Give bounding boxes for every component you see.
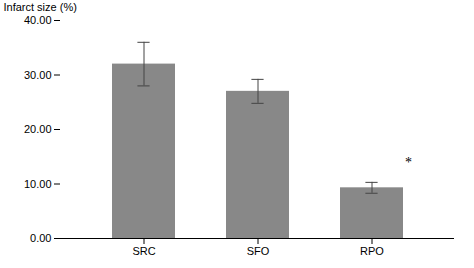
svg-text:RPO: RPO xyxy=(360,245,384,257)
svg-text:30.00: 30.00 xyxy=(24,69,52,81)
svg-text:SFO: SFO xyxy=(247,245,270,257)
svg-text:20.00: 20.00 xyxy=(24,123,52,135)
svg-text:SRC: SRC xyxy=(132,245,155,257)
svg-text:*: * xyxy=(405,155,412,170)
svg-text:Infarct size (%): Infarct size (%) xyxy=(4,1,77,13)
svg-text:10.00: 10.00 xyxy=(24,178,52,190)
svg-text:0.00: 0.00 xyxy=(30,232,51,244)
svg-text:40.00: 40.00 xyxy=(24,14,52,26)
